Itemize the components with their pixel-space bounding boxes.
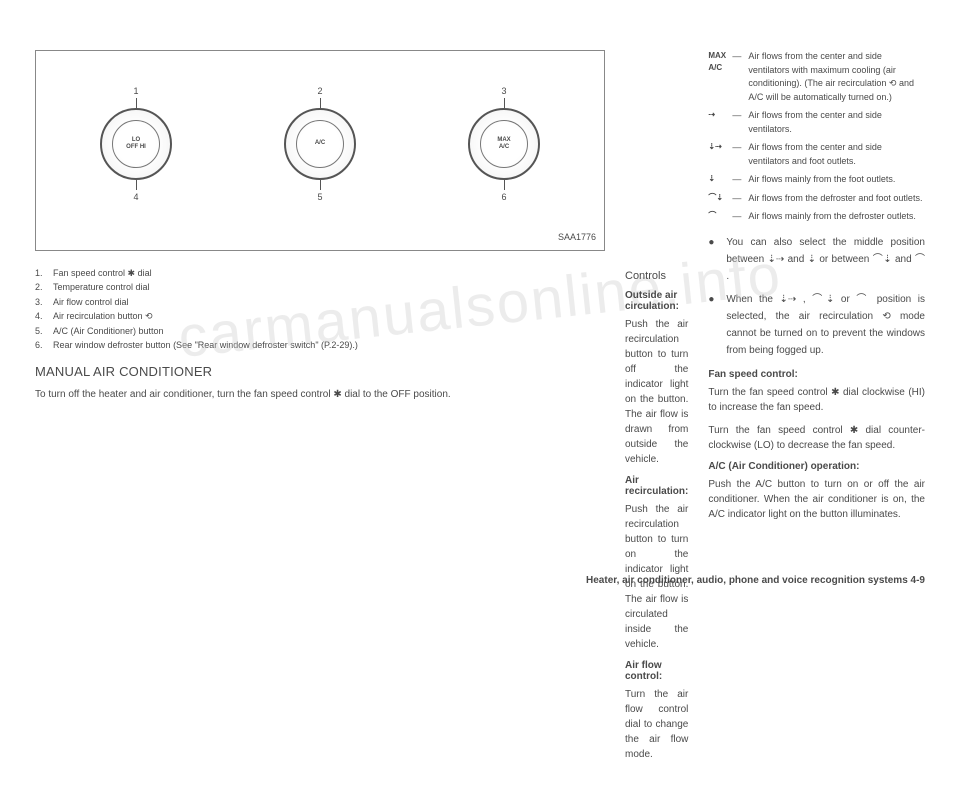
controls-heading: Controls: [625, 270, 688, 282]
notes-list: ●You can also select the middle position…: [708, 234, 925, 359]
mode-item: MAX A/C—Air flows from the center and si…: [708, 50, 925, 104]
body-text: Push the A/C button to turn on or off th…: [708, 477, 925, 522]
dial: 1 LO OFF HI 4: [100, 86, 172, 202]
ac-heading: A/C (Air Conditioner) operation:: [708, 461, 925, 472]
mode-item: ⌒—Air flows mainly from the defroster ou…: [708, 210, 925, 224]
section-heading: MANUAL AIR CONDITIONER: [35, 364, 605, 379]
note-item: ●You can also select the middle position…: [708, 234, 925, 285]
legend-item: 1.Fan speed control ✱ dial: [35, 266, 605, 280]
column-3: MAX A/C—Air flows from the center and si…: [708, 50, 925, 770]
legend-item: 4.Air recirculation button ⟲: [35, 309, 605, 323]
body-text: Turn the fan speed control ✱ dial clockw…: [708, 385, 925, 415]
subsection-heading: Air flow control:: [625, 660, 688, 682]
body-text: Turn the air flow control dial to change…: [625, 687, 688, 762]
figure-code: SAA1776: [44, 232, 596, 242]
callout-number: 3: [501, 86, 506, 96]
mode-icon: ⇢: [708, 109, 732, 136]
legend-item: 5.A/C (Air Conditioner) button: [35, 324, 605, 338]
callout-number: 6: [501, 192, 506, 202]
legend-item: 2.Temperature control dial: [35, 280, 605, 294]
mode-item: ⇣—Air flows mainly from the foot outlets…: [708, 173, 925, 187]
subsection-heading: Outside air circulation:: [625, 290, 688, 312]
mode-icon-list: MAX A/C—Air flows from the center and si…: [708, 50, 925, 224]
mode-item: ⇣⇢—Air flows from the center and side ve…: [708, 141, 925, 168]
legend-item: 3.Air flow control dial: [35, 295, 605, 309]
body-text: Turn the fan speed control ✱ dial counte…: [708, 423, 925, 453]
dial: 3 MAX A/C 6: [468, 86, 540, 202]
figure-legend: 1.Fan speed control ✱ dial2.Temperature …: [35, 266, 605, 352]
fan-heading: Fan speed control:: [708, 369, 925, 380]
legend-item: 6.Rear window defroster button (See "Rea…: [35, 338, 605, 352]
page-content: 1 LO OFF HI 4 2 A/C 5 3 MAX A/C 6 SAA177…: [0, 0, 960, 800]
mode-icon: ⌒: [708, 210, 732, 224]
note-item: ●When the ⇣⇢ , ⌒⇣ or ⌒ position is selec…: [708, 291, 925, 359]
callout-number: 1: [133, 86, 138, 96]
dial: 2 A/C 5: [284, 86, 356, 202]
column-2: Controls Outside air circulation: Push th…: [625, 50, 688, 770]
mode-icon: ⌒⇣: [708, 192, 732, 206]
mode-item: ⇢—Air flows from the center and side ven…: [708, 109, 925, 136]
callout-number: 2: [317, 86, 322, 96]
mode-icon: MAX A/C: [708, 50, 732, 104]
column-1: 1 LO OFF HI 4 2 A/C 5 3 MAX A/C 6 SAA177…: [35, 50, 605, 770]
body-text: Push the air recirculation button to tur…: [625, 317, 688, 467]
mode-icon: ⇣: [708, 173, 732, 187]
mode-item: ⌒⇣—Air flows from the defroster and foot…: [708, 192, 925, 206]
page-footer: Heater, air conditioner, audio, phone an…: [586, 575, 925, 586]
dial-figure: 1 LO OFF HI 4 2 A/C 5 3 MAX A/C 6 SAA177…: [35, 50, 605, 251]
body-text: To turn off the heater and air condition…: [35, 387, 605, 402]
callout-number: 4: [133, 192, 138, 202]
mode-icon: ⇣⇢: [708, 141, 732, 168]
subsection-heading: Air recirculation:: [625, 475, 688, 497]
callout-number: 5: [317, 192, 322, 202]
